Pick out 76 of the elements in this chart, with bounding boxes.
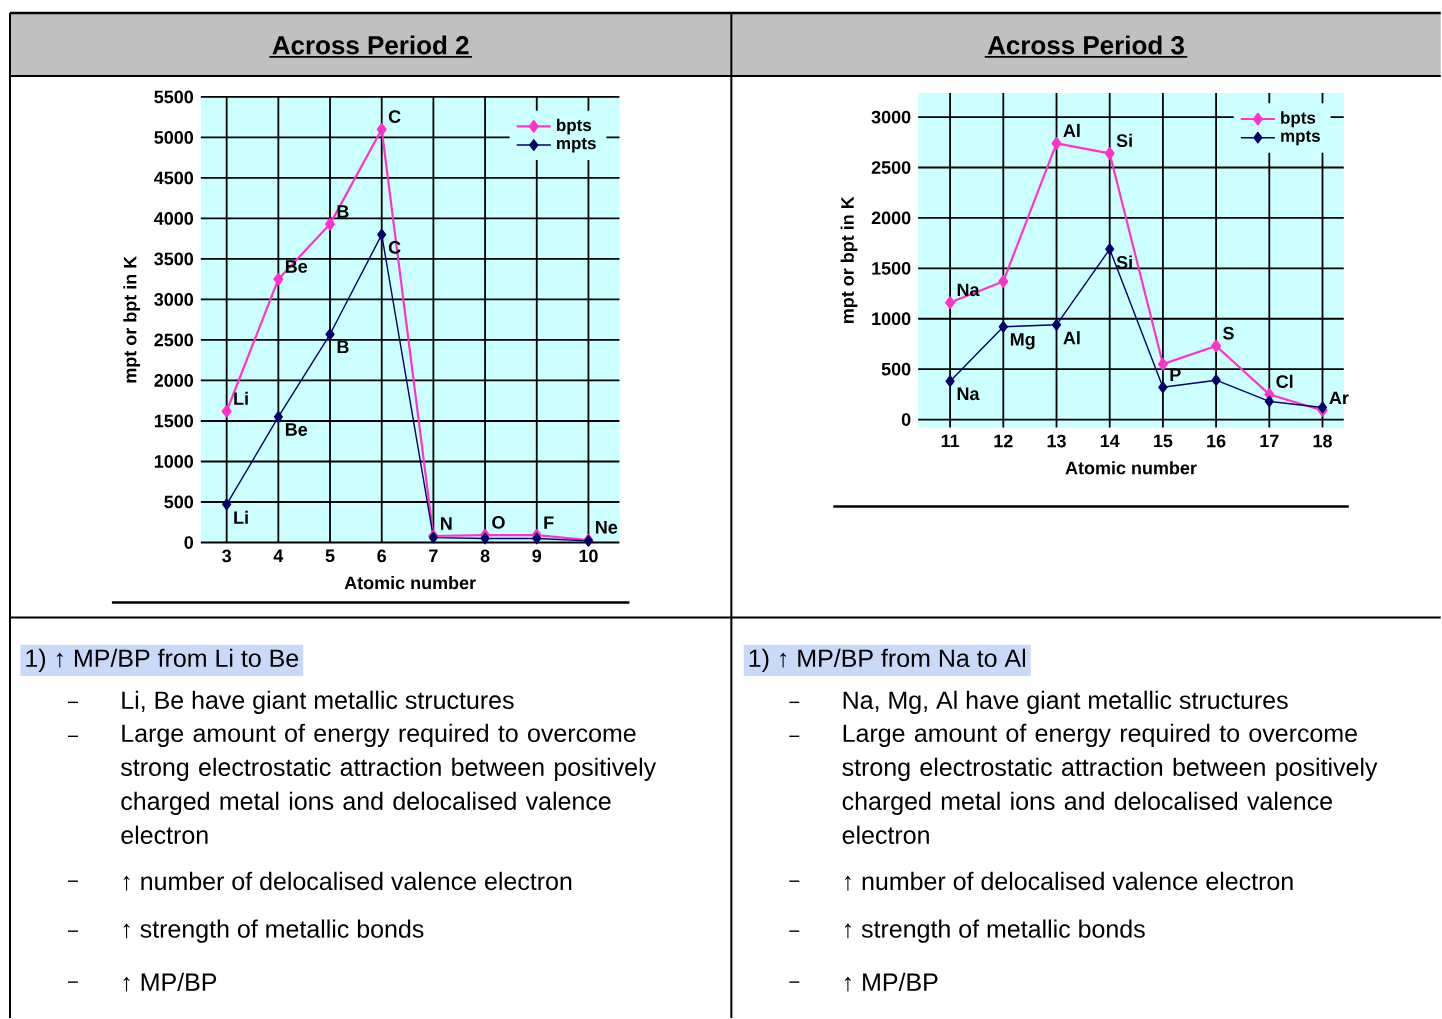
y-tick-label: 4000 <box>154 212 194 225</box>
y-tick-label: 4500 <box>154 171 194 185</box>
annotation: Al <box>1063 123 1080 137</box>
text: ↑ strength of metallic bonds <box>123 919 424 943</box>
y-tick-label: 0 <box>901 413 911 426</box>
y-tick-label: 3500 <box>154 252 194 266</box>
x-tick-label: 5 <box>325 549 335 563</box>
y-tick-label: 2000 <box>154 374 194 387</box>
text: ↑ strength of metallic bonds <box>844 919 1145 943</box>
chart-title: Across Period 3 <box>987 35 1184 55</box>
annotation: Li <box>234 510 248 524</box>
text: ↑ MP/BP <box>844 972 938 992</box>
legend-label: bpts <box>557 118 592 135</box>
y-tick-label: 0 <box>184 536 194 549</box>
annotation: Na <box>957 283 980 297</box>
legend-label: mpts <box>557 137 596 153</box>
y-tick-label: 1000 <box>872 312 911 326</box>
x-tick-label: 7 <box>429 549 438 562</box>
y-tick-label: 5000 <box>154 131 194 144</box>
text: ↑ number of delocalised valence electron <box>123 871 572 891</box>
y-tick-label: 1500 <box>154 414 194 428</box>
y-axis-title: mpt or bpt in K <box>840 196 858 323</box>
x-tick-label: 13 <box>1047 434 1066 448</box>
annotation: N <box>440 517 452 530</box>
y-tick-label: 2500 <box>154 333 194 347</box>
x-tick-label: 12 <box>994 434 1013 448</box>
x-tick-label: 10 <box>579 549 598 563</box>
x-axis-title: Atomic number <box>1065 461 1197 475</box>
annotation: Ar <box>1329 391 1349 405</box>
annotation: Al <box>1063 331 1080 345</box>
x-tick-label: 11 <box>941 434 960 448</box>
y-tick-label: 500 <box>881 362 911 376</box>
text: Na, Mg, Al have giant metallic structures <box>843 690 1288 714</box>
x-tick-label: 3 <box>222 549 232 563</box>
x-tick-label: 16 <box>1207 434 1226 448</box>
text: Large amount of energy required to overcome strong electrostatic attraction between positively charged metal ions and delocalised valence electron <box>842 723 1378 844</box>
y-tick-label: 5500 <box>154 90 194 104</box>
text: ↑ number of delocalised valence electron <box>844 871 1293 891</box>
text: 1) ↑ MP/BP from Na to Al <box>749 648 1026 672</box>
annotation: B <box>337 205 349 218</box>
annotation: Be <box>285 423 308 436</box>
y-tick-label: 2000 <box>871 211 911 225</box>
text: Li, Be have giant metallic structures <box>122 690 514 714</box>
y-tick-label: 1000 <box>154 455 194 468</box>
x-tick-label: 9 <box>532 549 542 563</box>
x-tick-label: 18 <box>1313 434 1332 448</box>
y-tick-label: 1500 <box>872 261 911 275</box>
legend-label: bpts <box>1281 111 1316 128</box>
y-tick-label: 500 <box>164 495 194 509</box>
x-tick-label: 15 <box>1154 434 1173 448</box>
annotation: Ne <box>596 521 618 534</box>
annotation: F <box>544 516 554 529</box>
x-tick-label: 14 <box>1100 434 1120 448</box>
x-tick-label: 17 <box>1260 434 1279 448</box>
text: Large amount of energy required to overcome strong electrostatic attraction between positively charged metal ions and delocalised valence electron <box>120 723 657 844</box>
legend-label: mpts <box>1281 130 1320 146</box>
y-tick-label: 2500 <box>871 161 911 174</box>
text: ↑ MP/BP <box>123 972 217 992</box>
annotation: B <box>337 340 349 354</box>
annotation: Na <box>957 387 980 401</box>
x-tick-label: 4 <box>273 549 284 562</box>
annotation: O <box>492 516 505 529</box>
x-axis-title: Atomic number <box>344 576 476 590</box>
y-axis-title: mpt or bpt in K <box>123 255 141 383</box>
annotation: Cl <box>1276 374 1293 388</box>
chart-title: Across Period 2 <box>272 35 469 55</box>
text: 1) ↑ MP/BP from Li to Be <box>26 648 299 672</box>
y-tick-label: 3000 <box>154 293 194 306</box>
x-tick-label: 6 <box>377 549 387 563</box>
annotation: S <box>1223 326 1234 340</box>
annotation: Mg <box>1010 333 1035 350</box>
annotation: Li <box>234 391 248 405</box>
annotation: Si <box>1116 133 1132 147</box>
x-tick-label: 8 <box>480 549 490 563</box>
annotation: C <box>388 110 401 123</box>
y-tick-label: 3000 <box>871 110 911 124</box>
